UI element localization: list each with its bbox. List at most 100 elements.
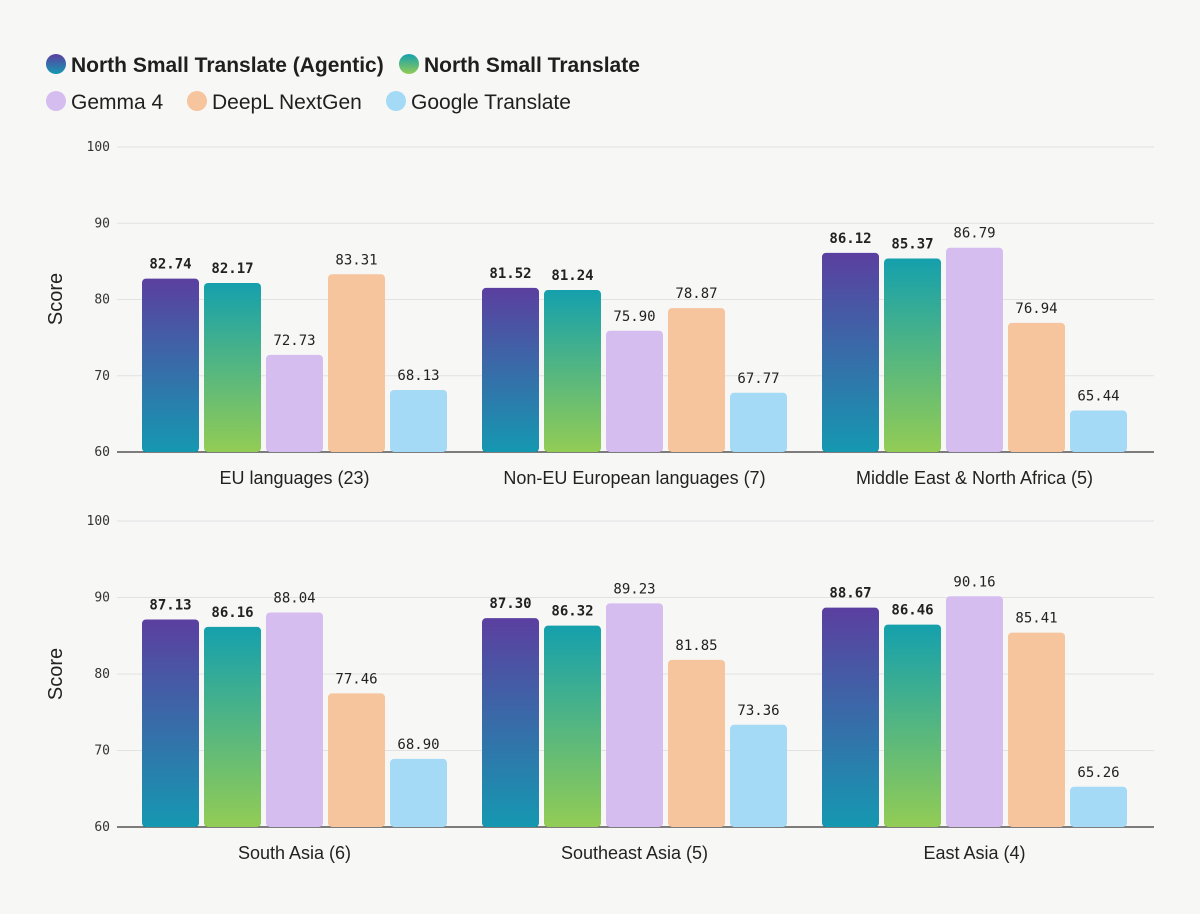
value-label-google: 65.44 (1077, 389, 1119, 405)
bar-deepl[interactable] (328, 274, 385, 452)
y-tick-label: 70 (94, 744, 110, 759)
legend-item-gemma[interactable]: Gemma 4 (46, 91, 164, 114)
value-label-deepl: 85.41 (1015, 611, 1057, 627)
bar-north-agentic[interactable] (142, 619, 199, 827)
bar-group-non-eu-european-languages-7: 81.52 81.24 75.90 78.87 67.77 (482, 266, 787, 452)
bar-north-agentic[interactable] (482, 618, 539, 827)
value-label-deepl: 78.87 (675, 286, 717, 302)
bar-gemma[interactable] (266, 612, 323, 827)
value-label-gemma: 72.73 (273, 333, 315, 349)
bar-google[interactable] (730, 724, 787, 827)
y-tick-label: 90 (94, 591, 110, 606)
bar-north-agentic[interactable] (822, 252, 879, 452)
value-label-gemma: 89.23 (613, 581, 655, 597)
bar-group-east-asia-4: 88.67 86.46 90.16 85.41 65.26 (822, 574, 1127, 827)
legend-marker-gemma (46, 91, 66, 111)
value-label-north-agentic: 86.12 (829, 231, 871, 247)
legend-item-north-agentic[interactable]: North Small Translate (Agentic) (46, 54, 384, 77)
value-label-north: 81.24 (551, 268, 593, 284)
y-tick-label: 60 (94, 445, 110, 460)
bar-deepl[interactable] (668, 659, 725, 827)
bar-google[interactable] (730, 392, 787, 452)
category-label: East Asia (4) (923, 843, 1025, 863)
bar-gemma[interactable] (946, 247, 1003, 452)
value-label-north: 85.37 (891, 237, 933, 253)
legend-marker-deepl (187, 91, 207, 111)
y-tick-label: 100 (87, 140, 110, 155)
legend: North Small Translate (Agentic) North Sm… (46, 54, 640, 114)
bar-group-south-asia-6: 87.13 86.16 88.04 77.46 68.90 (142, 590, 447, 827)
bar-deepl[interactable] (1008, 322, 1065, 452)
y-tick-label: 90 (94, 216, 110, 231)
value-label-google: 68.90 (397, 737, 439, 753)
bar-group-southeast-asia-5: 87.30 86.32 89.23 81.85 73.36 (482, 581, 787, 827)
bar-deepl[interactable] (328, 693, 385, 827)
legend-label-north-agentic: North Small Translate (Agentic) (71, 54, 384, 77)
category-label: Southeast Asia (5) (561, 843, 708, 863)
value-label-gemma: 86.79 (953, 226, 995, 242)
value-label-gemma: 90.16 (953, 574, 995, 590)
bar-group-middle-east-north-africa-5: 86.12 85.37 86.79 76.94 65.44 (822, 226, 1127, 452)
legend-marker-north-agentic (46, 54, 66, 74)
bar-north-agentic[interactable] (142, 278, 199, 452)
bar-north[interactable] (884, 258, 941, 452)
bar-north[interactable] (884, 624, 941, 827)
y-tick-label: 100 (87, 514, 110, 529)
value-label-google: 68.13 (397, 368, 439, 384)
value-label-deepl: 76.94 (1015, 301, 1057, 317)
value-label-deepl: 77.46 (335, 671, 377, 687)
value-label-north-agentic: 88.67 (829, 586, 871, 602)
bar-gemma[interactable] (606, 330, 663, 452)
value-label-north-agentic: 81.52 (489, 266, 531, 282)
y-axis-label: Score (45, 273, 67, 325)
value-label-google: 65.26 (1077, 765, 1119, 781)
value-label-gemma: 88.04 (273, 590, 315, 606)
category-label: Non-EU European languages (7) (503, 468, 765, 488)
value-label-google: 73.36 (737, 703, 779, 719)
value-label-gemma: 75.90 (613, 309, 655, 325)
chart-panel-bottom: 60 70 80 90 100 Score 87.13 86.16 88.04 77.46 68.9… (45, 514, 1154, 863)
bar-group-eu-languages-23: 82.74 82.17 72.73 83.31 68.13 (142, 252, 447, 452)
bar-gemma[interactable] (606, 603, 663, 827)
bar-north-agentic[interactable] (822, 607, 879, 827)
legend-item-google[interactable]: Google Translate (386, 91, 571, 114)
category-label: EU languages (23) (219, 468, 369, 488)
legend-label-gemma: Gemma 4 (71, 91, 164, 114)
value-label-north: 86.32 (551, 604, 593, 620)
legend-marker-google (386, 91, 406, 111)
bar-north[interactable] (204, 626, 261, 827)
y-tick-label: 70 (94, 369, 110, 384)
bar-north[interactable] (204, 282, 261, 452)
legend-label-google: Google Translate (411, 91, 571, 114)
bar-google[interactable] (390, 758, 447, 827)
legend-label-north: North Small Translate (424, 54, 640, 77)
bar-north[interactable] (544, 625, 601, 827)
chart-panel-top: 60 70 80 90 100 Score 82.74 82.17 72.73 83.31 68.1… (45, 140, 1154, 488)
value-label-google: 67.77 (737, 371, 779, 387)
bar-gemma[interactable] (946, 596, 1003, 827)
bar-deepl[interactable] (668, 308, 725, 452)
bar-north[interactable] (544, 290, 601, 452)
legend-item-deepl[interactable]: DeepL NextGen (187, 91, 362, 114)
value-label-deepl: 81.85 (675, 638, 717, 654)
legend-label-deepl: DeepL NextGen (212, 91, 362, 114)
value-label-north-agentic: 82.74 (149, 257, 191, 273)
bar-north-agentic[interactable] (482, 287, 539, 452)
legend-item-north[interactable]: North Small Translate (399, 54, 640, 77)
value-label-north-agentic: 87.13 (149, 597, 191, 613)
bar-google[interactable] (390, 390, 447, 452)
y-tick-label: 60 (94, 820, 110, 835)
bar-gemma[interactable] (266, 354, 323, 452)
value-label-north: 86.46 (891, 603, 933, 619)
y-axis-label: Score (45, 648, 67, 700)
bar-google[interactable] (1070, 786, 1127, 827)
bar-google[interactable] (1070, 410, 1127, 452)
y-tick-label: 80 (94, 667, 110, 682)
value-label-north: 82.17 (211, 261, 253, 277)
category-label: South Asia (6) (238, 843, 351, 863)
value-label-north-agentic: 87.30 (489, 596, 531, 612)
bar-deepl[interactable] (1008, 632, 1065, 827)
category-label: Middle East & North Africa (5) (856, 468, 1093, 488)
y-tick-label: 80 (94, 293, 110, 308)
